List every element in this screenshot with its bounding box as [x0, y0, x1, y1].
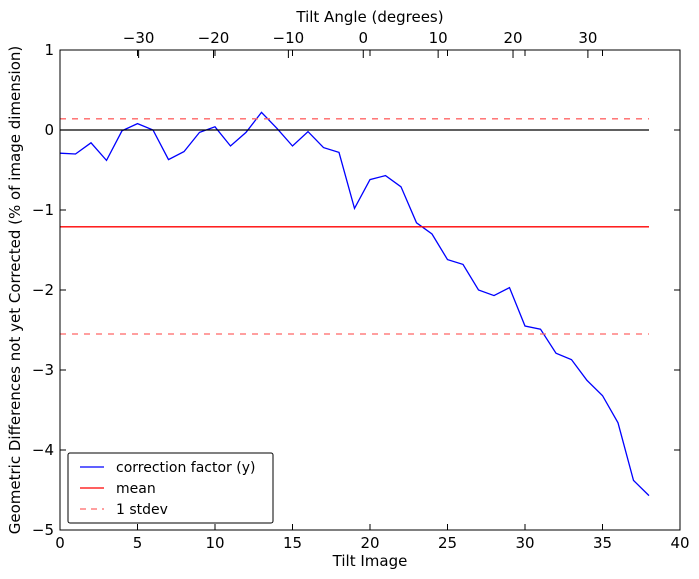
- x-tick-label: 40: [670, 534, 689, 552]
- top-tick-label: −20: [198, 29, 230, 47]
- y-tick-label: −2: [32, 281, 54, 299]
- top-tick-label: 0: [358, 29, 368, 47]
- y-tick-label: −4: [32, 441, 54, 459]
- x-tick-label: 25: [438, 534, 457, 552]
- y-tick-label: −3: [32, 361, 54, 379]
- legend-label: 1 stdev: [116, 502, 168, 518]
- x-tick-label: 15: [283, 534, 302, 552]
- top-tick-label: 20: [503, 29, 522, 47]
- x-tick-label: 0: [55, 534, 65, 552]
- series-layer: [59, 111, 650, 497]
- y-tick-label: 0: [44, 121, 54, 139]
- x-tick-label: 5: [133, 534, 143, 552]
- x-tick-label: 10: [205, 534, 224, 552]
- legend-label: mean: [116, 481, 156, 497]
- top-tick-label: −10: [273, 29, 305, 47]
- y-axis-label: Geometric Differences not yet Corrected …: [6, 46, 24, 535]
- top-tick-label: 10: [429, 29, 448, 47]
- legend-label: correction factor (y): [116, 460, 255, 476]
- series-line-correction-factor-y-: [59, 111, 650, 497]
- x-tick-label: 30: [515, 534, 534, 552]
- legend-box: [67, 452, 274, 524]
- y-tick-label: 1: [44, 41, 54, 59]
- y-tick-label: −1: [32, 201, 54, 219]
- x-tick-label: 35: [593, 534, 612, 552]
- legend: correction factor (y) mean 1 stdev: [67, 452, 274, 524]
- top-axis-label: Tilt Angle (degrees): [295, 8, 443, 26]
- top-tick-label: 30: [578, 29, 597, 47]
- top-tick-label: −30: [123, 29, 155, 47]
- y-tick-label: −5: [32, 521, 54, 539]
- x-axis-label: Tilt Image: [332, 552, 408, 570]
- x-tick-label: 20: [360, 534, 379, 552]
